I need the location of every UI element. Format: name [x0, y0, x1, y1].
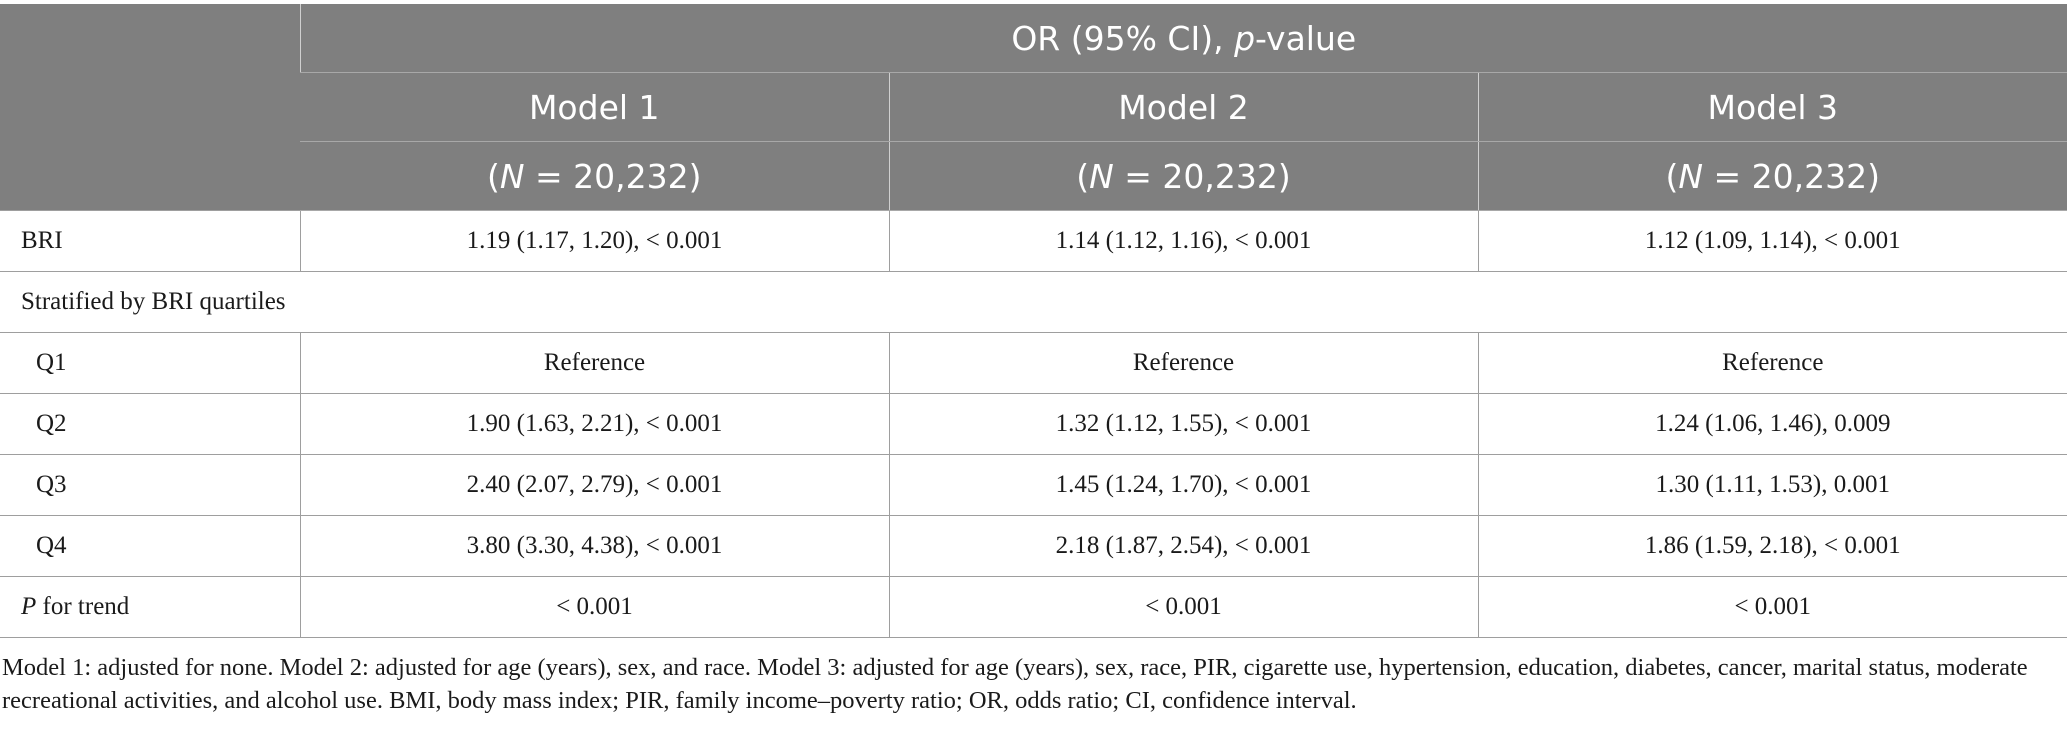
table-row-q2: Q2 1.90 (1.63, 2.21), < 0.001 1.32 (1.12…: [0, 393, 2067, 455]
results-table-container: OR (95% CI), p-value Model 1 Model 2 Mod…: [0, 4, 2067, 638]
group-label-italic: p: [1234, 18, 1256, 58]
table-row-q1: Q1 Reference Reference Reference: [0, 332, 2067, 394]
row-label-trend: P for trend: [0, 576, 300, 638]
cell-trend-model-1: < 0.001: [299, 576, 889, 638]
header-n-model-3: (N = 20,232): [1477, 141, 2067, 211]
header-group-label: OR (95% CI), p-value: [299, 4, 2067, 73]
table-row-bri: BRI 1.19 (1.17, 1.20), < 0.001 1.14 (1.1…: [0, 210, 2067, 272]
row-label-q2: Q2: [0, 393, 300, 455]
n-prefix: (: [486, 156, 500, 196]
n-italic: N: [1089, 156, 1114, 196]
cell-q3-model-2: 1.45 (1.24, 1.70), < 0.001: [888, 454, 1478, 516]
header-corner-cell: [0, 4, 300, 211]
cell-q4-model-1: 3.80 (3.30, 4.38), < 0.001: [299, 515, 889, 577]
row-label-q3: Q3: [0, 454, 300, 516]
cell-q1-model-1: Reference: [299, 332, 889, 394]
table-footnote: Model 1: adjusted for none. Model 2: adj…: [2, 654, 2028, 714]
n-prefix: (: [1076, 156, 1090, 196]
table-row-q4: Q4 3.80 (3.30, 4.38), < 0.001 2.18 (1.87…: [0, 515, 2067, 577]
cell-trend-model-3: < 0.001: [1477, 576, 2067, 638]
n-italic: N: [499, 156, 525, 196]
cell-q3-model-3: 1.30 (1.11, 1.53), 0.001: [1477, 454, 2067, 516]
cell-bri-model-1: 1.19 (1.17, 1.20), < 0.001: [299, 210, 889, 272]
header-model-3: Model 3: [1477, 72, 2067, 142]
table-body: BRI 1.19 (1.17, 1.20), < 0.001 1.14 (1.1…: [0, 210, 2067, 638]
trend-label-italic: P: [21, 593, 37, 620]
cell-trend-model-2: < 0.001: [888, 576, 1478, 638]
cell-bri-model-2: 1.14 (1.12, 1.16), < 0.001: [888, 210, 1478, 272]
n-prefix: (: [1665, 156, 1679, 196]
table-row-stratified: Stratified by BRI quartiles: [0, 271, 2067, 333]
cell-q4-model-3: 1.86 (1.59, 2.18), < 0.001: [1477, 515, 2067, 577]
header-model-1: Model 1: [300, 72, 889, 142]
odds-ratio-table: OR (95% CI), p-value Model 1 Model 2 Mod…: [0, 4, 2067, 638]
trend-label-rest: for trend: [36, 593, 130, 620]
n-suffix: = 20,232): [1113, 156, 1291, 196]
cell-q4-model-2: 2.18 (1.87, 2.54), < 0.001: [888, 515, 1478, 577]
header-model-2: Model 2: [888, 72, 1478, 142]
n-italic: N: [1678, 156, 1704, 196]
cell-q3-model-1: 2.40 (2.07, 2.79), < 0.001: [299, 454, 889, 516]
group-label-suffix: -value: [1255, 18, 1357, 58]
header-n-model-1: (N = 20,232): [300, 141, 889, 211]
n-suffix: = 20,232): [1703, 156, 1881, 196]
table-row-trend: P for trend < 0.001 < 0.001 < 0.001: [0, 576, 2067, 638]
row-label-bri: BRI: [0, 210, 300, 272]
table-row-q3: Q3 2.40 (2.07, 2.79), < 0.001 1.45 (1.24…: [0, 454, 2067, 516]
cell-q2-model-1: 1.90 (1.63, 2.21), < 0.001: [299, 393, 889, 455]
cell-q1-model-2: Reference: [888, 332, 1478, 394]
table-header: OR (95% CI), p-value Model 1 Model 2 Mod…: [0, 4, 2067, 211]
cell-q1-model-3: Reference: [1477, 332, 2067, 394]
row-label-q4: Q4: [0, 515, 300, 577]
cell-bri-model-3: 1.12 (1.09, 1.14), < 0.001: [1477, 210, 2067, 272]
group-label-text: OR (95% CI),: [1011, 18, 1235, 58]
row-label-q1: Q1: [0, 332, 300, 394]
cell-q2-model-3: 1.24 (1.06, 1.46), 0.009: [1477, 393, 2067, 455]
row-label-stratified: Stratified by BRI quartiles: [0, 271, 2067, 333]
n-suffix: = 20,232): [524, 156, 702, 196]
cell-q2-model-2: 1.32 (1.12, 1.55), < 0.001: [888, 393, 1478, 455]
header-n-model-2: (N = 20,232): [888, 141, 1478, 211]
